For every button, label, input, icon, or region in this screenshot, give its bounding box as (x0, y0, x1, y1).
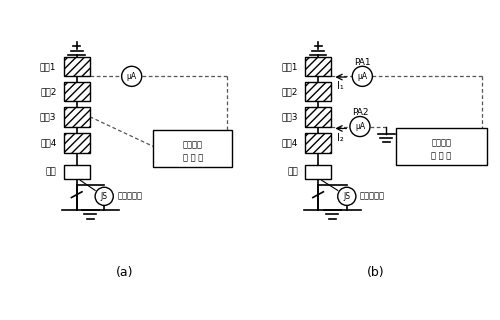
Bar (305, 82, 332, 101)
Text: 元件4: 元件4 (282, 139, 298, 148)
Circle shape (122, 66, 142, 86)
Bar (305, 82, 332, 101)
Text: PA1: PA1 (354, 58, 370, 67)
Text: 元件3: 元件3 (40, 112, 56, 121)
Text: 元件1: 元件1 (40, 62, 56, 71)
Text: JS: JS (100, 192, 107, 201)
Bar (305, 165, 332, 179)
Text: 基座: 基座 (287, 168, 298, 177)
Bar (305, 107, 332, 126)
Text: 发 生 器: 发 生 器 (431, 151, 452, 160)
Text: I₁: I₁ (338, 81, 344, 91)
Circle shape (338, 187, 356, 205)
Text: 放电计数器: 放电计数器 (118, 192, 142, 201)
Text: 放电计数器: 放电计数器 (360, 192, 385, 201)
Text: μA: μA (126, 72, 136, 81)
Bar (64, 107, 90, 126)
Text: I₂: I₂ (338, 132, 344, 142)
Text: 直流高压: 直流高压 (431, 138, 451, 147)
Text: 元件4: 元件4 (40, 139, 56, 148)
Bar (64, 57, 90, 76)
Text: 基座: 基座 (46, 168, 56, 177)
Text: PA2: PA2 (352, 108, 368, 117)
Bar (64, 133, 90, 153)
Text: 元件3: 元件3 (282, 112, 298, 121)
Text: 发 生 器: 发 生 器 (182, 153, 203, 163)
Bar (305, 107, 332, 126)
Bar (64, 165, 90, 179)
Circle shape (350, 116, 370, 137)
Bar (396, 128, 486, 165)
Bar (64, 82, 90, 101)
Text: (b): (b) (366, 266, 384, 279)
Bar (305, 133, 332, 153)
Bar (64, 107, 90, 126)
Bar (305, 57, 332, 76)
Bar (153, 130, 232, 167)
Bar (305, 133, 332, 153)
Circle shape (352, 66, 372, 86)
Bar (305, 57, 332, 76)
Text: 元件1: 元件1 (282, 62, 298, 71)
Text: 元件2: 元件2 (40, 87, 56, 96)
Bar (64, 82, 90, 101)
Text: JS: JS (344, 192, 350, 201)
Circle shape (95, 187, 114, 205)
Text: μA: μA (358, 72, 368, 81)
Text: μA: μA (355, 122, 365, 131)
Text: (a): (a) (116, 266, 134, 279)
Bar (64, 57, 90, 76)
Text: 元件2: 元件2 (282, 87, 298, 96)
Bar (64, 133, 90, 153)
Text: 直流高压: 直流高压 (182, 140, 203, 149)
